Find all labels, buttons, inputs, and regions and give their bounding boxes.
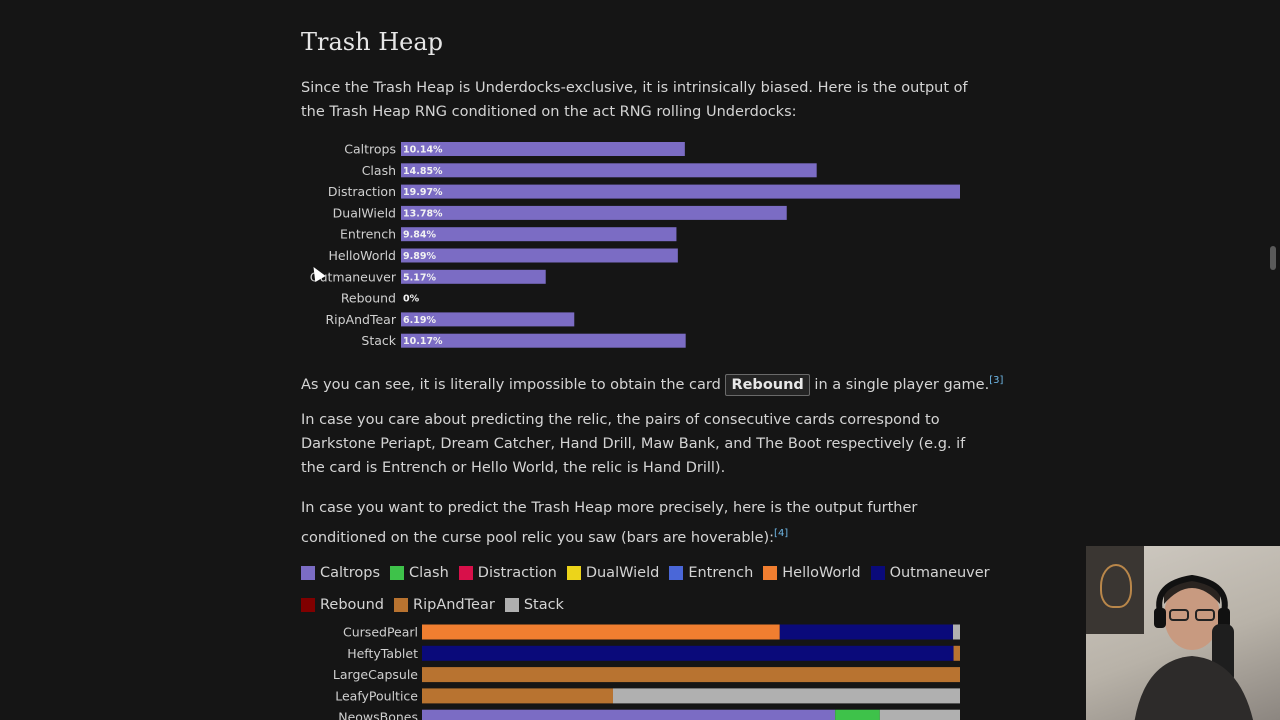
stack-seg-cursedpearl-stack[interactable] [953,624,960,640]
stack-seg-largecapsule-ripandtear[interactable] [422,667,960,683]
legend-label-distraction: Distraction [477,565,557,581]
bar-value-distraction: 19.97% [403,187,443,198]
trash-heap-bar-chart: Caltrops 10.14% Clash 14.85% Distraction 19.9… [310,142,960,348]
legend-item-ripandtear[interactable]: RipAndTear [394,594,495,616]
bar-value-entrench: 9.84% [403,230,436,241]
bar-value-outmaneuver: 5.17% [403,272,436,283]
footnote-link-3[interactable]: [3] [989,375,1004,386]
relic-paragraph: In case you care about predicting the re… [301,412,966,476]
legend-label-helloworld: HelloWorld [782,565,861,581]
streamer-image [1134,574,1253,720]
bar-dualwield [401,205,787,220]
legend-item-rebound[interactable]: Rebound [301,594,384,616]
legend-swatch-entrench [669,566,684,580]
relic-stacked-bar-chart: CursedPearl HeftyTablet LargeCapsule LeafyP… [333,624,960,720]
bar-value-dualwield: 13.78% [403,208,443,219]
legend-swatch-clash [390,566,404,580]
bar-distraction [401,184,960,199]
footnote-link-4[interactable]: [4] [774,528,789,539]
legend-swatch-ripandtear [394,598,409,612]
bar-value-clash: 14.85% [403,166,443,177]
legend-label-entrench: Entrench [688,565,754,581]
stack-label-largecapsule: LargeCapsule [333,667,418,682]
legend-item-distraction[interactable]: Distraction [458,562,557,584]
legend-item-helloworld[interactable]: HelloWorld [763,562,861,584]
intro-paragraph: Since the Trash Heap is Underdocks-exclu… [301,80,968,120]
bar-label-helloworld: HelloWorld [328,248,396,263]
stack-label-leafypoultice: LeafyPoultice [335,688,418,703]
bar-helloworld [401,248,678,263]
legend-item-clash[interactable]: Clash [390,562,449,584]
stack-seg-neowsbones-stack[interactable] [879,709,960,720]
stack-seg-cursedpearl-helloworld[interactable] [422,624,780,640]
legend-swatch-dualwield [566,566,581,580]
webcam-overlay [1086,546,1280,720]
bar-label-outmaneuver: Outmaneuver [310,269,397,284]
impossible-paragraph: As you can see, it is literally impossib… [301,369,1003,397]
stack-seg-leafypoultice-stack[interactable] [612,688,960,704]
legend-item-stack[interactable]: Stack [504,594,564,616]
stack-seg-cursedpearl-outmaneuver[interactable] [779,624,954,640]
legend-label-caltrops: Caltrops [320,565,380,581]
legend-label-stack: Stack [523,597,564,613]
stack-label-heftytablet: HeftyTablet [347,646,418,661]
bar-entrench [401,227,677,242]
impossible-text-before: As you can see, it is literally impossib… [301,376,726,393]
stack-label-neowsbones: NeowsBones [338,710,418,720]
bar-value-helloworld: 9.89% [403,251,436,262]
legend-item-caltrops[interactable]: Caltrops [301,562,380,584]
stack-seg-neowsbones-clash[interactable] [835,709,880,720]
predict-paragraph: In case you want to predict the Trash He… [301,495,973,551]
legend-label-dualwield: DualWield [585,565,660,581]
legend-swatch-caltrops [301,566,315,580]
bar-stack [401,333,686,348]
stack-seg-heftytablet-ripandtear[interactable] [953,645,960,661]
bar-outmaneuver [401,269,546,284]
bar-value-caltrops: 10.14% [403,145,443,156]
bar-label-dualwield: DualWield [333,205,396,220]
stack-seg-heftytablet-outmaneuver[interactable] [422,645,954,661]
legend-item-entrench[interactable]: Entrench [669,562,753,584]
bar-label-distraction: Distraction [328,184,396,199]
bar-label-caltrops: Caltrops [344,142,396,157]
bar-value-rebound: 0% [403,294,420,305]
bar-clash [401,163,817,178]
legend-swatch-stack [504,598,519,612]
bar-label-rebound: Rebound [341,291,396,306]
legend-item-outmaneuver[interactable]: Outmaneuver [870,562,990,584]
stack-seg-neowsbones-caltrops[interactable] [422,709,836,720]
legend-swatch-rebound [301,598,315,612]
bar-label-stack: Stack [361,333,396,348]
stack-seg-leafypoultice-ripandtear[interactable] [422,688,613,704]
bar-caltrops [401,142,685,156]
legend-swatch-outmaneuver [870,566,885,580]
bar-ripandtear [401,312,575,327]
chart-legend: Caltrops Clash Distraction DualWield Entrenc… [301,562,991,616]
legend-label-clash: Clash [409,565,449,581]
bar-label-ripandtear: RipAndTear [325,312,396,327]
bar-value-ripandtear: 6.19% [403,315,436,326]
bar-value-stack: 10.17% [403,336,443,347]
legend-label-outmaneuver: Outmaneuver [889,565,990,581]
legend-swatch-helloworld [763,566,778,580]
bar-label-clash: Clash [362,163,396,178]
card-chip-rebound[interactable]: Rebound [725,373,810,396]
legend-label-ripandtear: RipAndTear [413,597,495,613]
bar-label-entrench: Entrench [340,227,396,242]
legend-item-dualwield[interactable]: DualWield [566,562,660,584]
poster-image [1086,546,1144,634]
impossible-text-after: in a single player game. [809,376,990,393]
legend-swatch-distraction [458,566,473,580]
page-scrollbar-thumb[interactable] [1270,246,1276,270]
section-heading: Trash Heap [301,28,443,56]
stack-label-cursedpearl: CursedPearl [343,625,418,640]
legend-label-rebound: Rebound [320,597,385,613]
predict-text: In case you want to predict the Trash He… [301,500,918,546]
